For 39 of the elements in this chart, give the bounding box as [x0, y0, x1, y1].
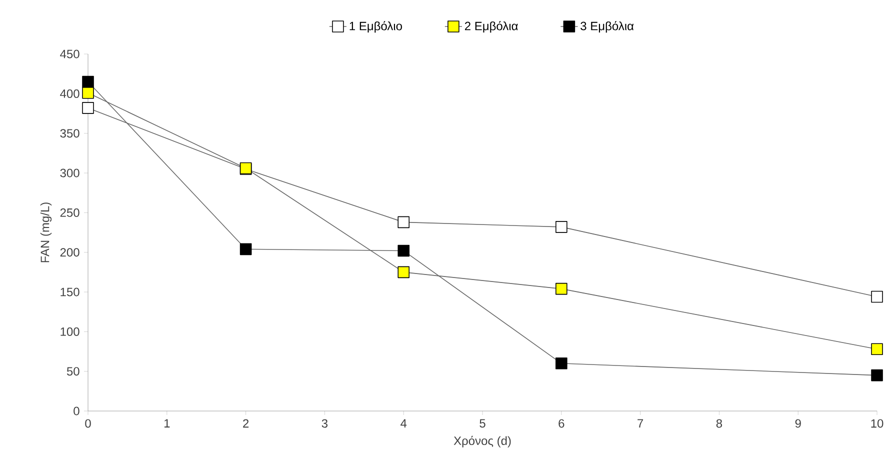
y-tick-label: 250 [60, 208, 80, 217]
x-tick-label: 9 [795, 419, 801, 428]
x-tick-label: 4 [400, 419, 407, 428]
x-tick-label: 6 [558, 419, 564, 428]
point [871, 369, 883, 382]
point [871, 290, 883, 303]
y-tick-label: 50 [66, 367, 80, 376]
legend-label: 1 Εμβόλιο [350, 21, 402, 33]
x-tick-label: 2 [243, 419, 249, 428]
x-tick-label: 10 [871, 419, 884, 428]
y-tick-label: 350 [60, 129, 80, 138]
x-tick-label: 5 [480, 419, 486, 428]
point [82, 76, 94, 88]
legend-label: 3 Εμβόλια [580, 21, 634, 33]
x-tick-label: 3 [322, 419, 328, 428]
y-tick-label: 200 [60, 248, 80, 257]
point [240, 243, 252, 256]
point [82, 86, 94, 99]
y-tick-label: 150 [60, 288, 80, 296]
point [398, 216, 410, 228]
point [398, 266, 410, 278]
y-tick-label: 450 [60, 50, 80, 58]
y-axis-title: FAN (mg/L) [40, 202, 52, 262]
point [871, 343, 883, 356]
y-tick-label: 400 [60, 89, 80, 98]
point [82, 102, 94, 114]
point [556, 282, 568, 295]
y-tick-label: 300 [60, 168, 80, 178]
x-tick-label: 7 [638, 419, 644, 428]
x-tick-label: 0 [85, 419, 91, 428]
x-tick-label: 8 [716, 419, 722, 428]
y-tick-label: 100 [60, 327, 80, 336]
x-axis-title: Χρόνος (d) [454, 436, 511, 448]
point [398, 244, 410, 257]
point [556, 221, 568, 233]
y-tick-label: 0 [74, 406, 80, 416]
legend-label: 2 Εμβόλια [464, 21, 518, 33]
x-tick-label: 1 [164, 419, 170, 428]
point [556, 358, 568, 370]
